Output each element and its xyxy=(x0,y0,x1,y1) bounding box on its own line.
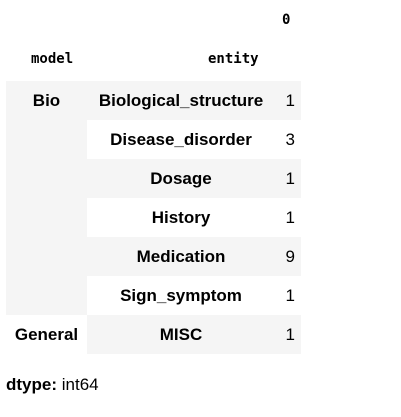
table-row: Disease_disorder 3 xyxy=(87,120,301,159)
value-cell: 1 xyxy=(285,286,295,305)
model-cell-bio: Bio xyxy=(32,91,61,110)
entity-cell: Biological_structure xyxy=(98,91,264,110)
value-cell: 9 xyxy=(285,247,295,266)
table-row: MISC 1 xyxy=(87,315,301,354)
value-cell: 3 xyxy=(285,130,295,149)
entity-cell: Sign_symptom xyxy=(120,286,242,305)
entity-cell: Medication xyxy=(136,247,226,266)
model-cell-general: General xyxy=(14,325,79,344)
table-row: Dosage 1 xyxy=(87,159,301,198)
index-header-entity: entity xyxy=(208,51,259,67)
value-cell: 1 xyxy=(285,169,295,188)
table-row: Sign_symptom 1 xyxy=(87,276,301,315)
value-cell: 1 xyxy=(285,208,295,227)
model-cell-general-bg: General xyxy=(6,315,87,354)
model-cell-bio-bg: Bio xyxy=(6,81,87,315)
index-header-model: model xyxy=(31,51,74,67)
dtype-label: dtype: xyxy=(6,375,57,394)
value-cell: 1 xyxy=(285,325,295,344)
entity-cell: MISC xyxy=(159,325,203,344)
table-row: History 1 xyxy=(87,198,301,237)
entity-cell: History xyxy=(151,208,211,227)
value-cell: 1 xyxy=(285,91,295,110)
entity-cell: Dosage xyxy=(150,169,212,188)
entity-cell: Disease_disorder xyxy=(110,130,252,149)
dtype-value: int64 xyxy=(61,375,99,394)
table-row: Medication 9 xyxy=(87,237,301,276)
table-row: Biological_structure 1 xyxy=(87,81,301,120)
column-header: 0 xyxy=(282,12,291,28)
dtype-footer: dtype: int64 xyxy=(6,375,99,395)
